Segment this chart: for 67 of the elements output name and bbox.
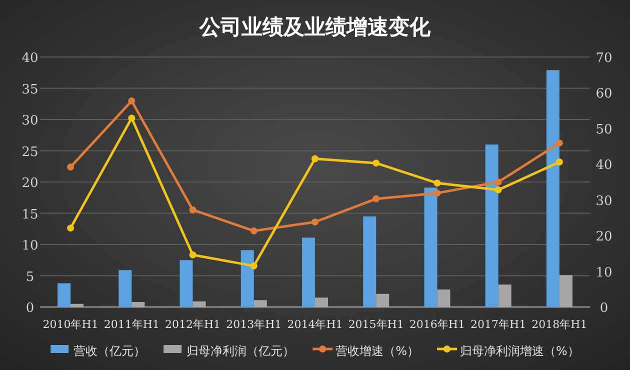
- bar: [240, 250, 254, 307]
- point: [67, 164, 74, 170]
- y2-tick-label: 20: [596, 230, 612, 245]
- y2-tick-label: 10: [596, 265, 612, 280]
- bar: [546, 70, 560, 307]
- y-tick-label: 15: [22, 207, 38, 222]
- x-tick-label: 2013年H1: [226, 318, 282, 331]
- y2-tick-label: 50: [596, 122, 612, 138]
- bar: [376, 294, 390, 307]
- bar: [58, 283, 71, 307]
- bar: [498, 284, 512, 307]
- y2-tick-label: 60: [596, 86, 612, 102]
- y-tick-label: 35: [22, 82, 38, 98]
- point: [189, 251, 196, 258]
- y2-tick-label: 0: [600, 301, 608, 316]
- point: [189, 206, 196, 214]
- bar: [559, 275, 572, 307]
- point: [67, 224, 74, 232]
- point: [312, 218, 318, 226]
- point: [434, 180, 441, 187]
- y-tick-label: 0: [26, 301, 34, 316]
- x-tick-label: 2018年H1: [532, 318, 588, 331]
- bar: [132, 302, 145, 307]
- x-tick-label: 2010年H1: [42, 318, 98, 331]
- point: [556, 158, 563, 166]
- x-tick-label: 2014年H1: [287, 318, 343, 331]
- point: [372, 195, 380, 202]
- y2-tick-label: 30: [596, 194, 612, 209]
- y-tick-label: 20: [22, 176, 38, 191]
- bar: [70, 304, 84, 307]
- bar: [437, 290, 450, 307]
- x-tick-label: 2012年H1: [164, 318, 221, 331]
- y-tick-label: 25: [22, 144, 38, 160]
- point: [434, 190, 441, 197]
- point: [128, 97, 136, 104]
- chart-title: 公司业绩及业绩增速变化: [198, 15, 432, 39]
- bar: [192, 301, 206, 307]
- bar: [254, 300, 267, 307]
- bar: [180, 260, 193, 307]
- x-tick-label: 2016年H1: [409, 318, 466, 331]
- bar: [485, 144, 498, 307]
- y-tick-label: 40: [22, 51, 38, 66]
- legend-label: 营收（亿元）: [74, 344, 146, 358]
- point: [128, 114, 136, 122]
- point: [372, 160, 380, 167]
- legend-label: 营收增速（%）: [336, 344, 419, 358]
- point: [494, 178, 502, 186]
- point: [250, 227, 258, 234]
- x-tick-label: 2017年H1: [470, 318, 526, 331]
- y-tick-label: 30: [22, 114, 38, 128]
- x-tick-label: 2011年H1: [104, 318, 160, 331]
- bar: [424, 188, 438, 307]
- point: [312, 155, 318, 162]
- bar: [118, 270, 132, 307]
- y-tick-label: 5: [26, 270, 34, 285]
- legend-label: 归母净利润（亿元）: [186, 344, 295, 358]
- bar: [315, 298, 328, 307]
- y-tick-label: 10: [22, 238, 38, 254]
- bar: [302, 238, 315, 307]
- bar: [363, 216, 376, 307]
- y2-tick-label: 70: [596, 51, 612, 66]
- point: [556, 140, 563, 147]
- point: [494, 186, 502, 194]
- y2-tick-label: 40: [596, 158, 612, 174]
- x-tick-label: 2015年H1: [348, 318, 404, 331]
- legend-label: 归母净利润增速（%）: [460, 344, 580, 358]
- point: [250, 262, 258, 270]
